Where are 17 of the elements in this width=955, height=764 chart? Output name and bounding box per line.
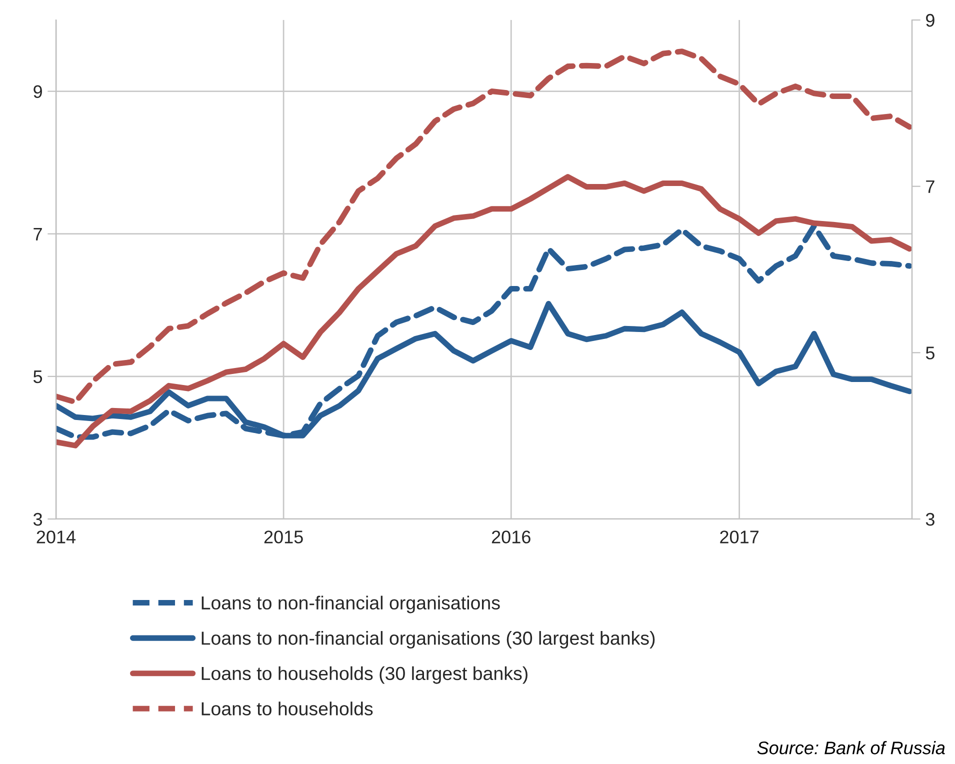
y2-tick-label: 9 — [926, 14, 934, 27]
legend-label: Loans to non-financial organisations (30 largest banks) — [202, 631, 655, 649]
x-tick-label: 2014 — [36, 530, 76, 544]
x-tick-label: 2016 — [492, 530, 530, 544]
y2-tick-label: 3 — [926, 512, 934, 526]
legend-label: Loans to households (30 largest banks) — [202, 666, 528, 684]
x-tick-label: 2015 — [264, 530, 303, 544]
legend-label: Loans to households — [202, 702, 373, 716]
source-note: Source: Bank of Russia — [757, 741, 945, 754]
y2-tick-label: 5 — [926, 346, 934, 360]
legend-label: Loans to non-financial organisations — [202, 596, 500, 614]
y-tick-label: 9 — [34, 85, 42, 98]
y2-tick-label: 7 — [926, 180, 934, 193]
y-tick-label: 7 — [34, 228, 42, 240]
x-tick-label: 2017 — [720, 530, 758, 544]
y-tick-label: 3 — [33, 512, 42, 526]
y-tick-label: 5 — [33, 370, 42, 384]
